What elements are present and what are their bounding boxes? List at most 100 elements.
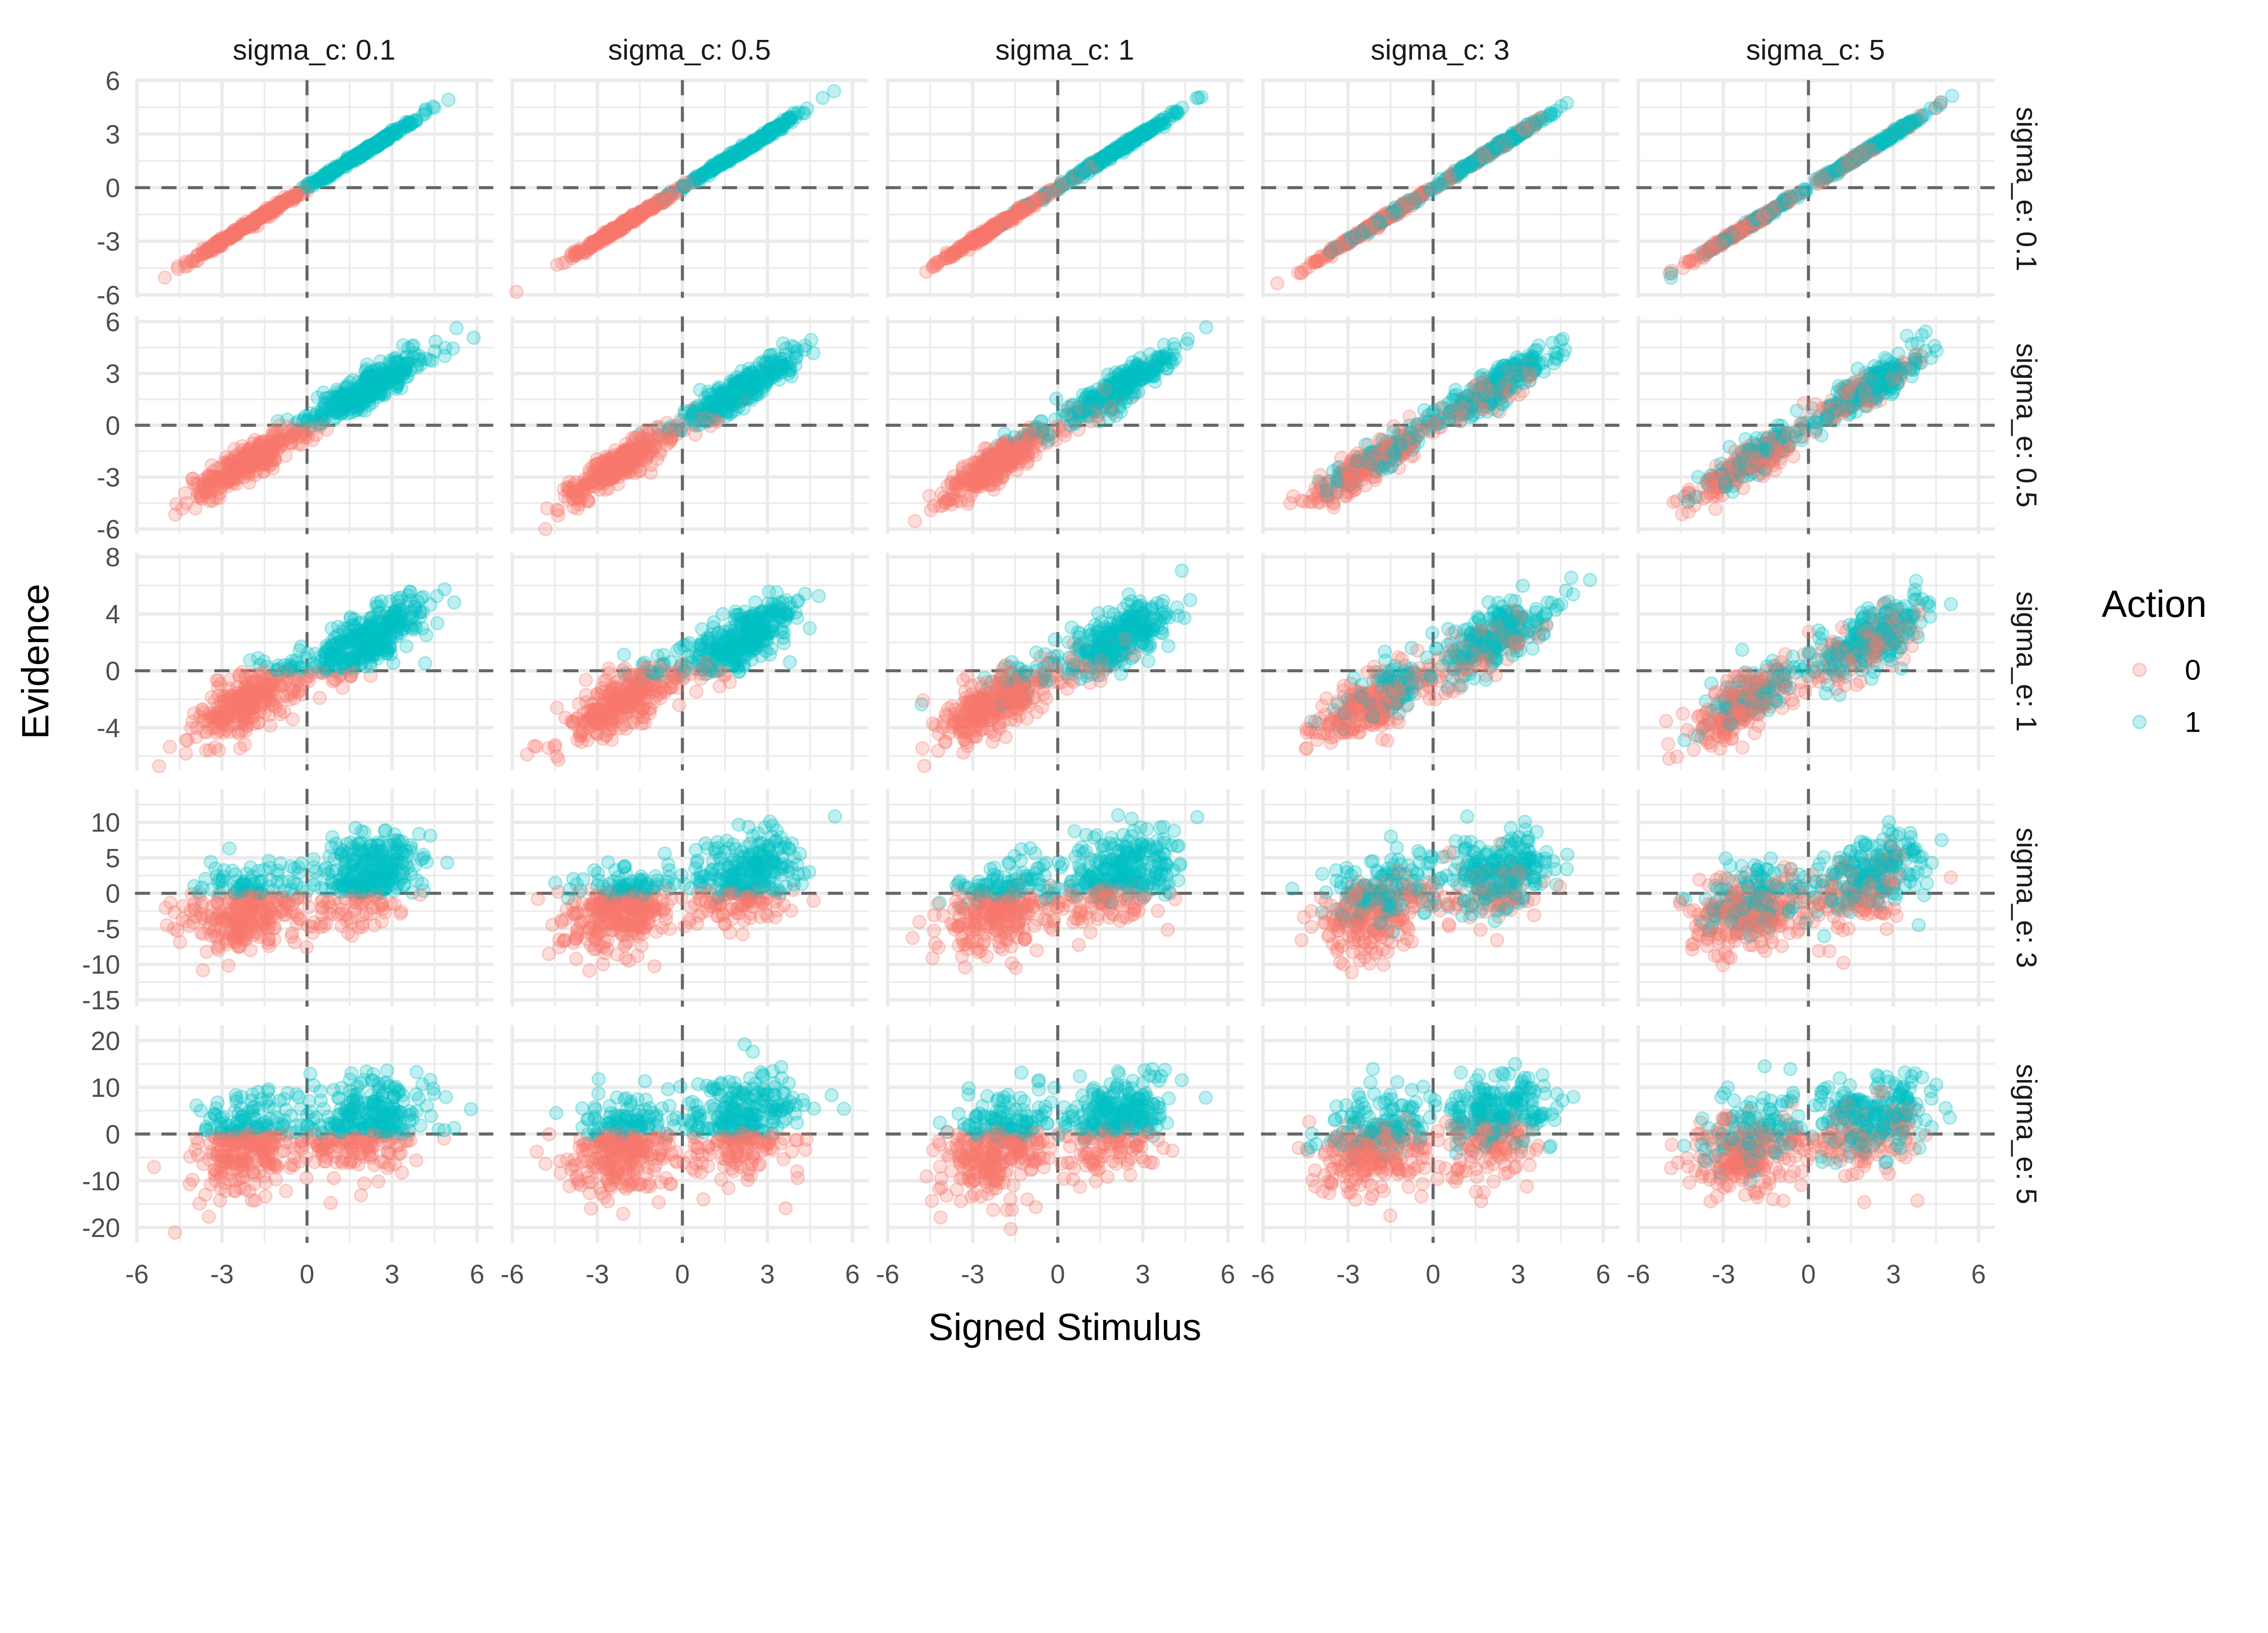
point-action-1: [1885, 130, 1898, 143]
point-action-0: [539, 523, 552, 535]
point-action-0: [1328, 244, 1340, 256]
point-action-0: [1714, 238, 1727, 251]
point-action-1: [1800, 183, 1813, 196]
facet-panel: [135, 317, 494, 534]
facet-panel: [1261, 80, 1619, 298]
facet-panel: [135, 80, 494, 298]
points: [1271, 97, 1574, 290]
point-action-1: [1903, 118, 1916, 131]
point-action-1: [374, 355, 387, 368]
point-action-1: [1386, 207, 1399, 220]
point-action-1: [442, 93, 455, 106]
facet-panel: [510, 317, 869, 536]
point-action-0: [641, 433, 654, 446]
point-action-1: [330, 383, 343, 396]
point-action-0: [1292, 266, 1305, 279]
points: [169, 322, 480, 521]
point-action-0: [1032, 191, 1045, 204]
point-action-1: [1828, 164, 1840, 177]
y-tick-label: -3: [97, 463, 120, 493]
facet-panel: [1637, 80, 1995, 298]
point-action-1: [1945, 89, 1958, 102]
point-action-1: [1073, 170, 1086, 183]
point-action-0: [949, 246, 962, 259]
point-action-1: [828, 85, 841, 98]
y-tick-label: 0: [106, 411, 120, 440]
faceted-scatter-chart: -6-3036-6-3036-4048-15-10-50510-20-10010…: [0, 0, 2268, 1361]
point-action-0: [158, 271, 171, 284]
point-action-0: [180, 257, 192, 269]
point-action-1: [450, 322, 463, 334]
point-action-0: [1733, 227, 1746, 240]
point-action-0: [202, 245, 215, 258]
points: [510, 85, 841, 298]
point-action-1: [713, 386, 726, 398]
y-tick-label: 0: [106, 174, 120, 203]
point-action-0: [617, 455, 630, 468]
point-action-0: [233, 225, 245, 237]
point-action-1: [1158, 112, 1171, 124]
point-action-1: [429, 335, 442, 348]
point-action-1: [405, 117, 418, 130]
y-tick-label: 6: [106, 66, 120, 96]
point-action-0: [663, 426, 675, 439]
point-action-0: [660, 194, 673, 206]
point-action-0: [279, 449, 292, 462]
point-action-1: [1464, 160, 1476, 173]
point-action-0: [262, 445, 274, 458]
point-action-1: [741, 374, 753, 387]
point-action-0: [541, 502, 553, 515]
point-action-0: [253, 459, 265, 472]
point-action-0: [1022, 200, 1035, 213]
point-action-1: [1180, 337, 1193, 350]
point-action-0: [640, 448, 653, 460]
point-action-0: [254, 210, 267, 223]
point-action-0: [578, 246, 591, 259]
point-action-0: [194, 489, 207, 502]
point-action-1: [1544, 108, 1557, 120]
point-action-0: [313, 420, 326, 433]
point-action-1: [397, 339, 410, 352]
point-action-0: [989, 217, 1002, 230]
point-action-1: [1434, 178, 1447, 191]
panels: -6-3036-6-3036-4048-15-10-50510-20-10010…: [82, 66, 1995, 1289]
point-action-0: [1305, 256, 1318, 269]
point-action-0: [186, 473, 199, 485]
y-tick-label: 3: [106, 120, 120, 149]
points: [539, 333, 820, 535]
point-action-1: [699, 415, 712, 428]
point-action-0: [222, 454, 235, 467]
point-action-1: [1095, 154, 1108, 167]
point-action-0: [1365, 218, 1378, 231]
point-action-0: [630, 212, 642, 225]
point-action-0: [1044, 188, 1057, 200]
point-action-1: [792, 106, 805, 119]
facet-panel: [886, 80, 1244, 298]
point-action-1: [754, 133, 767, 146]
point-action-1: [416, 109, 429, 122]
point-action-0: [1863, 143, 1876, 156]
point-action-0: [920, 265, 933, 278]
y-tick-label: -3: [97, 227, 120, 257]
point-action-0: [1054, 178, 1066, 191]
point-action-1: [710, 161, 723, 174]
point-action-0: [552, 504, 565, 517]
point-action-1: [364, 378, 376, 391]
point-action-0: [1783, 196, 1796, 208]
point-action-0: [1518, 124, 1530, 137]
y-tick-label: 6: [106, 308, 120, 337]
point-action-1: [467, 331, 480, 344]
point-action-0: [1478, 151, 1491, 163]
point-action-0: [569, 476, 582, 489]
facet-panel: [886, 317, 1244, 534]
point-action-1: [726, 398, 739, 411]
point-action-1: [390, 367, 402, 380]
point-action-1: [1767, 202, 1779, 215]
point-action-1: [1502, 135, 1515, 148]
point-action-0: [1271, 277, 1284, 289]
point-action-0: [600, 465, 613, 478]
point-action-1: [732, 147, 745, 160]
point-action-1: [375, 132, 388, 145]
point-action-0: [169, 508, 181, 521]
point-action-1: [390, 355, 403, 368]
